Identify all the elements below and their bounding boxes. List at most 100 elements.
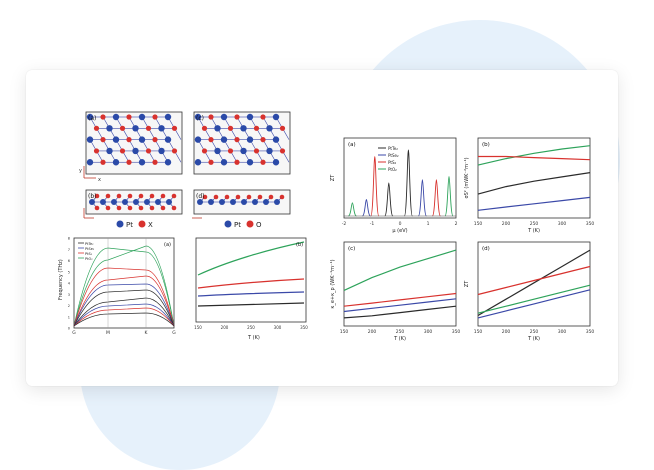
atom-pt <box>106 147 113 155</box>
series-line-green <box>477 284 591 314</box>
legend-label: PtS₂ <box>85 252 93 256</box>
series-line-blue <box>477 289 591 319</box>
axis-letter-y: y <box>79 168 82 174</box>
kappa-line-black <box>197 302 305 307</box>
x-tick-label: 1 <box>427 221 430 227</box>
x-tick-label: 200 <box>502 221 511 227</box>
atom-x <box>208 159 214 165</box>
legend-label: PtSe₂ <box>85 247 95 251</box>
atom-o <box>279 194 285 200</box>
atom-x <box>208 137 214 143</box>
atom-x <box>171 205 177 211</box>
legend-label: PtO₂ <box>388 167 397 172</box>
x-tick-label: K <box>145 330 149 336</box>
atom-pt <box>138 136 146 143</box>
atom-o <box>235 194 241 200</box>
atom-pt <box>220 113 228 121</box>
series-line-green <box>477 145 591 166</box>
kappa-frame <box>195 237 307 323</box>
atom-pt <box>164 136 172 143</box>
series-line-red <box>343 292 457 307</box>
x-tick-label: 350 <box>300 325 308 330</box>
x-axis-label: T (K) <box>527 228 540 234</box>
atom-pt <box>241 199 247 205</box>
atom-o <box>246 194 252 200</box>
panel-label: (d) <box>196 193 205 200</box>
x-tick-label: 250 <box>530 221 539 227</box>
atom-pt <box>246 136 254 143</box>
atom-x <box>201 125 208 131</box>
chart-3: (d) ZT T (K) 150 200 250 300 350 <box>464 241 594 342</box>
element-legend-left: Pt X <box>116 220 153 229</box>
lattice-d <box>197 194 285 205</box>
atom-x <box>253 148 260 154</box>
atom-x <box>127 205 133 211</box>
atom-pt <box>246 113 254 121</box>
atom-x <box>138 193 144 199</box>
lattice-c <box>194 113 290 166</box>
atom-pt <box>112 136 120 143</box>
atom-pt <box>274 199 280 205</box>
atom-pt <box>219 199 225 205</box>
x-tick-label: 2 <box>455 221 458 227</box>
legend-label: PtTe₂ <box>85 242 94 246</box>
y-axis-label: σS² (mWK⁻²m⁻¹) <box>464 157 470 198</box>
kappa-xlabel: T (K) <box>247 335 260 341</box>
x-tick-label: G <box>172 330 176 336</box>
atom-pt <box>106 125 113 132</box>
atom-pt <box>272 159 280 166</box>
atom-x <box>149 205 155 211</box>
atom-pt <box>86 136 94 143</box>
atom-o <box>257 194 263 200</box>
atom-x <box>127 193 133 199</box>
atom-x <box>138 205 144 211</box>
zt-peak <box>444 175 454 217</box>
legend-dot-pt <box>116 220 124 228</box>
atom-pt <box>246 159 254 166</box>
legend-label: PtSe₂ <box>388 153 399 158</box>
legend-label: PtO₂ <box>85 257 93 261</box>
x-tick-label: 150 <box>474 329 483 335</box>
zt-peak <box>384 182 394 217</box>
zt-peak <box>348 202 357 217</box>
atom-pt <box>166 199 172 205</box>
atom-pt <box>155 199 161 205</box>
panel-label: (b) <box>482 142 490 148</box>
atom-x <box>260 114 266 120</box>
legend-label-pt: Pt <box>234 221 241 229</box>
atom-x <box>160 193 166 199</box>
x-tick-label: 150 <box>194 325 202 330</box>
atom-pt <box>194 136 202 143</box>
axis-letter-x: x <box>98 177 101 183</box>
y-tick-label: 6 <box>68 259 70 263</box>
y-axis-label: κ_e+κ_p (WK⁻¹m⁻¹) <box>330 259 336 308</box>
atom-pt <box>230 199 236 205</box>
kappa-line-green <box>197 241 305 276</box>
x-tick-label: 150 <box>340 329 349 335</box>
phonon-band <box>73 267 175 327</box>
legend-label-o: O <box>256 221 262 229</box>
kappa-line-blue <box>197 291 305 297</box>
atom-x <box>227 148 234 154</box>
atom-pt <box>194 159 202 166</box>
atom-pt <box>138 159 146 166</box>
atom-pt <box>112 113 120 121</box>
atom-pt <box>86 159 94 166</box>
x-tick-label: 250 <box>396 329 405 335</box>
phonon-band <box>73 303 175 327</box>
atom-pt <box>133 199 139 205</box>
atom-x <box>145 148 152 154</box>
atom-x <box>260 137 266 143</box>
atom-x <box>94 205 100 211</box>
atom-pt <box>266 147 273 155</box>
atom-x <box>253 125 260 131</box>
atom-x <box>93 125 100 131</box>
atom-o <box>268 194 274 200</box>
atom-pt <box>194 113 202 121</box>
panel-label: (a) <box>88 115 96 122</box>
x-tick-label: 150 <box>474 221 483 227</box>
y-tick-label: 0 <box>68 327 70 331</box>
phonon-band <box>73 245 175 327</box>
series-line-red <box>478 155 591 161</box>
legend-dot-pt <box>224 220 232 228</box>
